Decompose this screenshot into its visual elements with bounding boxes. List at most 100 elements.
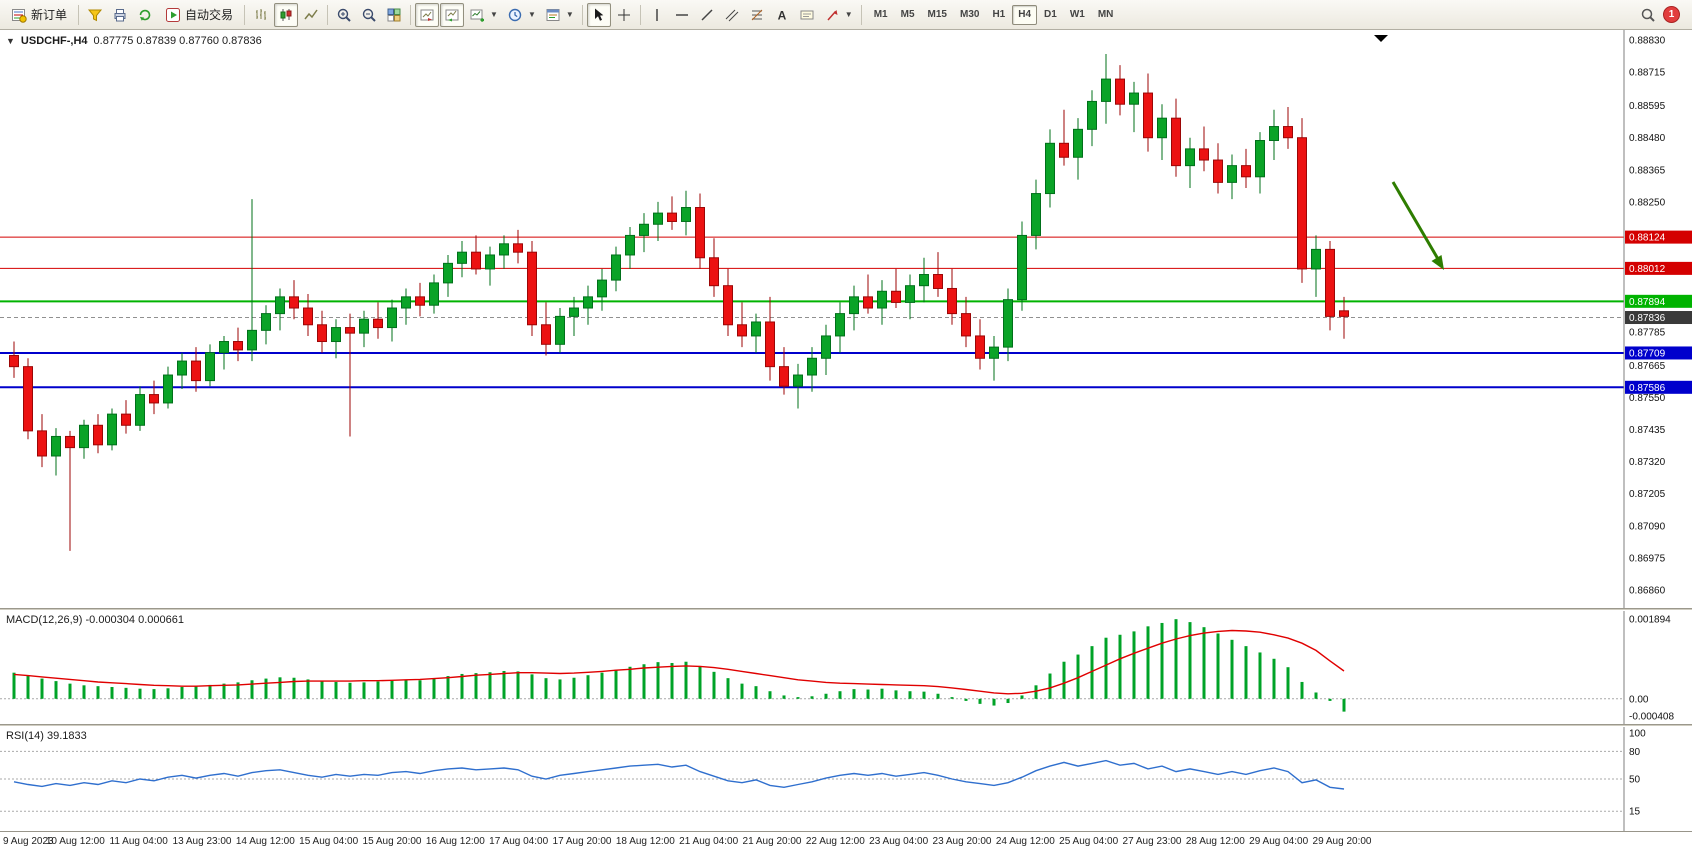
candlestick-mode-button[interactable] bbox=[274, 2, 299, 27]
timeframe-m5-button[interactable]: M5 bbox=[900, 9, 915, 20]
macd-histogram-bar bbox=[516, 671, 520, 699]
time-axis[interactable]: 9 Aug 2023 10 Aug 12:00 11 Aug 04:00 13 Aug… bbox=[0, 831, 1692, 857]
time-axis-label: 27 Aug 23:00 bbox=[1122, 836, 1182, 847]
svg-text:0.88124: 0.88124 bbox=[1629, 233, 1666, 244]
timeframe-d1-button[interactable]: D1 bbox=[1044, 9, 1057, 20]
rsi-line bbox=[13, 759, 1345, 790]
periods-button[interactable]: ▼ bbox=[503, 3, 540, 27]
timeframe-mn-button[interactable]: MN bbox=[1097, 9, 1114, 20]
notification-badge[interactable]: 1 bbox=[1663, 6, 1680, 23]
candle bbox=[233, 327, 243, 362]
text-label-icon bbox=[800, 10, 814, 19]
zoom-out-button[interactable] bbox=[357, 3, 381, 27]
time-axis-label: 11 Aug 04:00 bbox=[109, 836, 168, 847]
price-axis-label: 0.86860 bbox=[1629, 586, 1666, 597]
timeframe-m1-button[interactable]: M1 bbox=[873, 9, 888, 20]
templates-button[interactable]: ▼ bbox=[541, 3, 578, 27]
candle bbox=[1255, 132, 1265, 194]
candle bbox=[387, 299, 397, 342]
panel-divider[interactable] bbox=[0, 724, 1692, 727]
timeframe-h1-button[interactable]: H1 bbox=[992, 9, 1006, 20]
trendline-tool-button[interactable] bbox=[695, 3, 719, 27]
fibonacci-tool-button[interactable] bbox=[745, 3, 769, 27]
macd-histogram-bar bbox=[152, 689, 156, 699]
auto-trading-button[interactable]: 自动交易 bbox=[158, 3, 240, 27]
macd-title: MACD(12,26,9) bbox=[6, 614, 83, 626]
bar-chart-mode-button[interactable] bbox=[249, 3, 273, 27]
cursor-tool-button[interactable] bbox=[586, 2, 611, 27]
label-tool-button[interactable] bbox=[795, 3, 819, 27]
new-chart-button[interactable]: ▼ bbox=[465, 3, 502, 27]
macd-histogram-bar bbox=[950, 697, 954, 699]
toolbar-separator bbox=[327, 4, 329, 25]
auto-scroll-button[interactable] bbox=[440, 2, 465, 27]
macd-histogram-bar bbox=[222, 683, 226, 699]
candle bbox=[1241, 148, 1251, 188]
macd-panel[interactable]: 0.001894 0.00 -0.000408 bbox=[0, 611, 1692, 724]
candle bbox=[401, 288, 411, 325]
macd-histogram-bar bbox=[250, 680, 254, 699]
time-axis-label: 25 Aug 04:00 bbox=[1059, 836, 1119, 847]
timeframe-h4-button[interactable]: H4 bbox=[1012, 4, 1038, 25]
macd-histogram-bar bbox=[488, 672, 492, 699]
funnel-icon bbox=[87, 9, 103, 21]
refresh-button[interactable] bbox=[133, 3, 157, 27]
macd-histogram-bar bbox=[1062, 661, 1066, 699]
new-order-button[interactable]: 新订单 bbox=[4, 3, 74, 27]
chart-shift-marker[interactable] bbox=[1374, 35, 1388, 42]
search-icon[interactable] bbox=[1640, 7, 1656, 23]
line-chart-icon bbox=[304, 9, 318, 19]
timeframe-w1-button[interactable]: W1 bbox=[1069, 9, 1085, 20]
time-axis-label: 18 Aug 12:00 bbox=[615, 836, 675, 847]
line-chart-mode-button[interactable] bbox=[299, 3, 323, 27]
price-axis-label: 0.88480 bbox=[1629, 133, 1666, 144]
macd-histogram-bar bbox=[754, 686, 758, 699]
market-watch-button[interactable] bbox=[83, 3, 107, 27]
candle bbox=[961, 296, 971, 348]
rsi-panel[interactable]: 100 80 50 15 bbox=[0, 727, 1692, 831]
horizontal-line-tool-button[interactable] bbox=[670, 3, 694, 27]
arrows-tool-button[interactable]: ▼ bbox=[820, 3, 857, 27]
candle bbox=[891, 268, 901, 309]
macd-histogram-bar bbox=[838, 691, 842, 699]
candle bbox=[317, 310, 327, 353]
candle bbox=[345, 313, 355, 437]
print-button[interactable] bbox=[108, 3, 132, 27]
tile-windows-icon bbox=[387, 8, 401, 21]
price-axis-label: 0.86975 bbox=[1629, 553, 1666, 564]
price-axis-label: 0.87665 bbox=[1629, 361, 1666, 372]
crosshair-tool-button[interactable] bbox=[612, 3, 636, 27]
main-price-chart[interactable]: 0.88830 0.88715 0.88595 0.88480 0.88365 0.882… bbox=[0, 30, 1692, 608]
rsi-axis-label: 15 bbox=[1629, 807, 1641, 818]
arrow-shape-icon bbox=[827, 9, 838, 20]
panel-divider[interactable] bbox=[0, 608, 1692, 611]
macd-histogram-bar bbox=[544, 678, 548, 699]
price-level-badge: 0.87894 bbox=[1625, 294, 1692, 308]
macd-histogram-bar bbox=[712, 671, 716, 699]
candle bbox=[681, 190, 691, 236]
candle bbox=[485, 246, 495, 286]
time-axis-label: 16 Aug 12:00 bbox=[425, 836, 485, 847]
timeframe-m15-button[interactable]: M15 bbox=[927, 9, 947, 20]
candle bbox=[471, 235, 481, 275]
macd-histogram-bar bbox=[586, 675, 590, 699]
timeframe-m30-button[interactable]: M30 bbox=[959, 9, 980, 20]
candle bbox=[1115, 65, 1125, 116]
vertical-line-tool-button[interactable] bbox=[645, 3, 669, 27]
channel-tool-button[interactable] bbox=[720, 3, 744, 27]
chart-menu-caret-icon[interactable]: ▼ bbox=[6, 36, 15, 46]
tile-windows-button[interactable] bbox=[382, 3, 406, 27]
macd-histogram-bar bbox=[1216, 633, 1220, 699]
text-tool-button[interactable]: A bbox=[770, 3, 794, 27]
rsi-axis-label: 80 bbox=[1629, 747, 1641, 758]
time-axis-label: 15 Aug 20:00 bbox=[362, 836, 422, 847]
candle bbox=[555, 308, 565, 353]
macd-histogram-bar bbox=[292, 677, 296, 699]
macd-histogram-bar bbox=[1146, 626, 1150, 699]
annotation-arrow[interactable] bbox=[1391, 181, 1444, 270]
zoom-in-button[interactable] bbox=[332, 3, 356, 27]
toolbar-separator bbox=[639, 4, 641, 25]
macd-histogram-bar bbox=[278, 677, 282, 699]
chevron-down-icon: ▼ bbox=[844, 10, 853, 19]
chart-shift-button[interactable] bbox=[415, 2, 440, 27]
